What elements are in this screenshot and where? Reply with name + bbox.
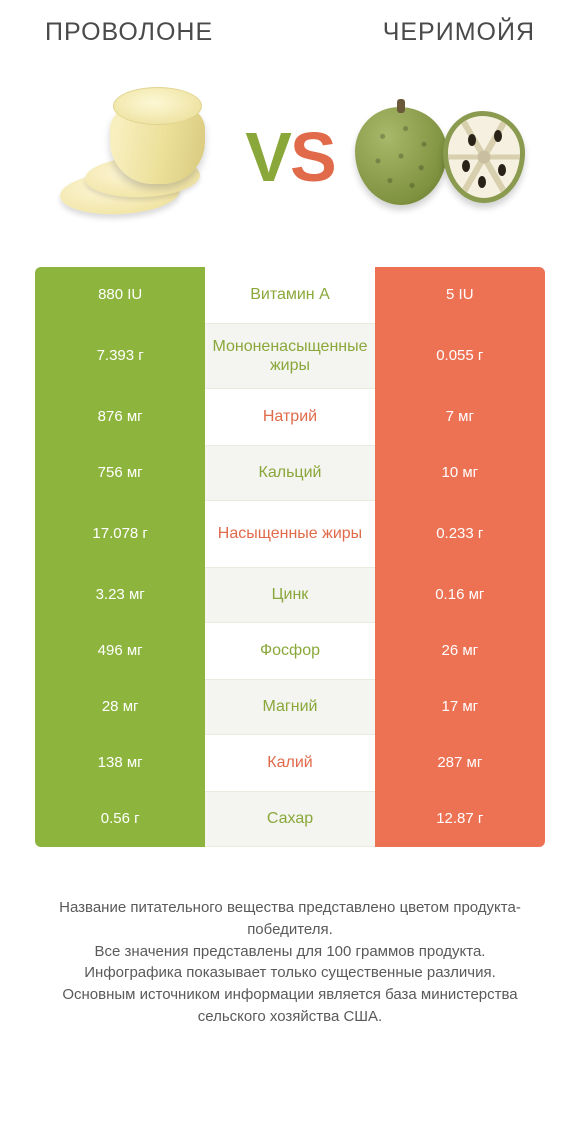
value-left: 756 мг <box>35 445 205 501</box>
table-row: 28 мгМагний17 мг <box>35 679 545 735</box>
table-row: 138 мгКалий287 мг <box>35 735 545 791</box>
cherimoya-illustration <box>355 97 525 217</box>
vs-v: V <box>245 118 290 196</box>
provolone-illustration <box>55 87 225 227</box>
table-row: 17.078 гНасыщенные жиры0.233 г <box>35 501 545 567</box>
value-left: 880 IU <box>35 267 205 323</box>
table-row: 876 мгНатрий7 мг <box>35 389 545 445</box>
value-right: 10 мг <box>375 445 545 501</box>
footer-line: Основным источником информации является … <box>30 984 550 1028</box>
nutrient-label: Калий <box>205 735 374 791</box>
nutrient-label: Сахар <box>205 791 374 847</box>
value-left: 138 мг <box>35 735 205 791</box>
table-row: 880 IUВитамин A5 IU <box>35 267 545 323</box>
nutrient-label: Насыщенные жиры <box>205 501 374 567</box>
value-right: 17 мг <box>375 679 545 735</box>
value-right: 26 мг <box>375 623 545 679</box>
footer-line: Все значения представлены для 100 граммо… <box>30 941 550 963</box>
header: ПРОВОЛОНЕ ЧЕРИМОЙЯ <box>0 0 580 57</box>
value-left: 17.078 г <box>35 501 205 567</box>
nutrient-label: Витамин A <box>205 267 374 323</box>
value-left: 0.56 г <box>35 791 205 847</box>
comparison-table: 880 IUВитамин A5 IU7.393 гМононенасыщенн… <box>0 267 580 847</box>
nutrient-label: Натрий <box>205 389 374 445</box>
nutrient-label: Кальций <box>205 445 374 501</box>
value-right: 7 мг <box>375 389 545 445</box>
value-right: 0.16 мг <box>375 567 545 623</box>
nutrient-label: Цинк <box>205 567 374 623</box>
infographic-root: ПРОВОЛОНЕ ЧЕРИМОЙЯ VS 880 IUВитамин A5 I… <box>0 0 580 1144</box>
title-left: ПРОВОЛОНЕ <box>45 18 213 47</box>
value-left: 28 мг <box>35 679 205 735</box>
value-right: 0.233 г <box>375 501 545 567</box>
footer-line: Название питательного вещества представл… <box>30 897 550 941</box>
value-left: 3.23 мг <box>35 567 205 623</box>
table-row: 3.23 мгЦинк0.16 мг <box>35 567 545 623</box>
nutrient-label: Фосфор <box>205 623 374 679</box>
footer-notes: Название питательного вещества представл… <box>0 847 580 1028</box>
table-row: 7.393 гМононенасыщенные жиры0.055 г <box>35 323 545 389</box>
hero: VS <box>0 57 580 267</box>
title-right: ЧЕРИМОЙЯ <box>383 18 535 47</box>
table-row: 0.56 гСахар12.87 г <box>35 791 545 847</box>
vs-label: VS <box>245 117 334 197</box>
value-left: 876 мг <box>35 389 205 445</box>
nutrient-label: Мононенасыщенные жиры <box>205 323 374 389</box>
nutrient-label: Магний <box>205 679 374 735</box>
footer-line: Инфографика показывает только существенн… <box>30 962 550 984</box>
value-right: 287 мг <box>375 735 545 791</box>
table-row: 756 мгКальций10 мг <box>35 445 545 501</box>
table-row: 496 мгФосфор26 мг <box>35 623 545 679</box>
value-left: 7.393 г <box>35 323 205 389</box>
value-right: 5 IU <box>375 267 545 323</box>
value-right: 12.87 г <box>375 791 545 847</box>
value-left: 496 мг <box>35 623 205 679</box>
vs-s: S <box>290 118 335 196</box>
value-right: 0.055 г <box>375 323 545 389</box>
